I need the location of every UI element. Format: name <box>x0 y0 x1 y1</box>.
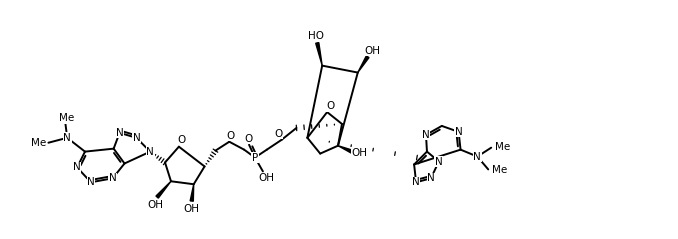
Polygon shape <box>316 43 322 66</box>
Text: O: O <box>275 129 283 139</box>
Text: O: O <box>326 101 334 111</box>
Text: O: O <box>178 135 186 145</box>
Text: N: N <box>63 133 71 143</box>
Text: N: N <box>473 152 481 162</box>
Text: N: N <box>116 128 123 138</box>
Polygon shape <box>190 184 194 201</box>
Text: N: N <box>412 177 420 187</box>
Text: Me: Me <box>495 142 511 152</box>
Text: OH: OH <box>365 46 380 56</box>
Text: OH: OH <box>259 173 275 183</box>
Text: HO: HO <box>308 31 324 41</box>
Text: Me: Me <box>492 165 507 175</box>
Text: Me: Me <box>58 113 74 123</box>
Text: P: P <box>252 152 258 163</box>
Text: N: N <box>87 177 95 187</box>
Polygon shape <box>358 56 369 73</box>
Text: N: N <box>146 147 154 157</box>
Text: OH: OH <box>184 204 200 214</box>
Text: N: N <box>108 173 117 183</box>
Text: N: N <box>455 127 462 137</box>
Text: OH: OH <box>147 200 163 210</box>
Text: O: O <box>226 131 235 141</box>
Text: N: N <box>132 133 140 143</box>
Text: N: N <box>73 163 81 172</box>
Polygon shape <box>338 146 353 153</box>
Text: N: N <box>435 157 443 167</box>
Text: N: N <box>422 130 430 140</box>
Text: Me: Me <box>31 138 46 148</box>
Polygon shape <box>156 181 171 198</box>
Text: O: O <box>244 134 252 144</box>
Text: N: N <box>427 173 435 183</box>
Text: OH: OH <box>352 148 367 158</box>
